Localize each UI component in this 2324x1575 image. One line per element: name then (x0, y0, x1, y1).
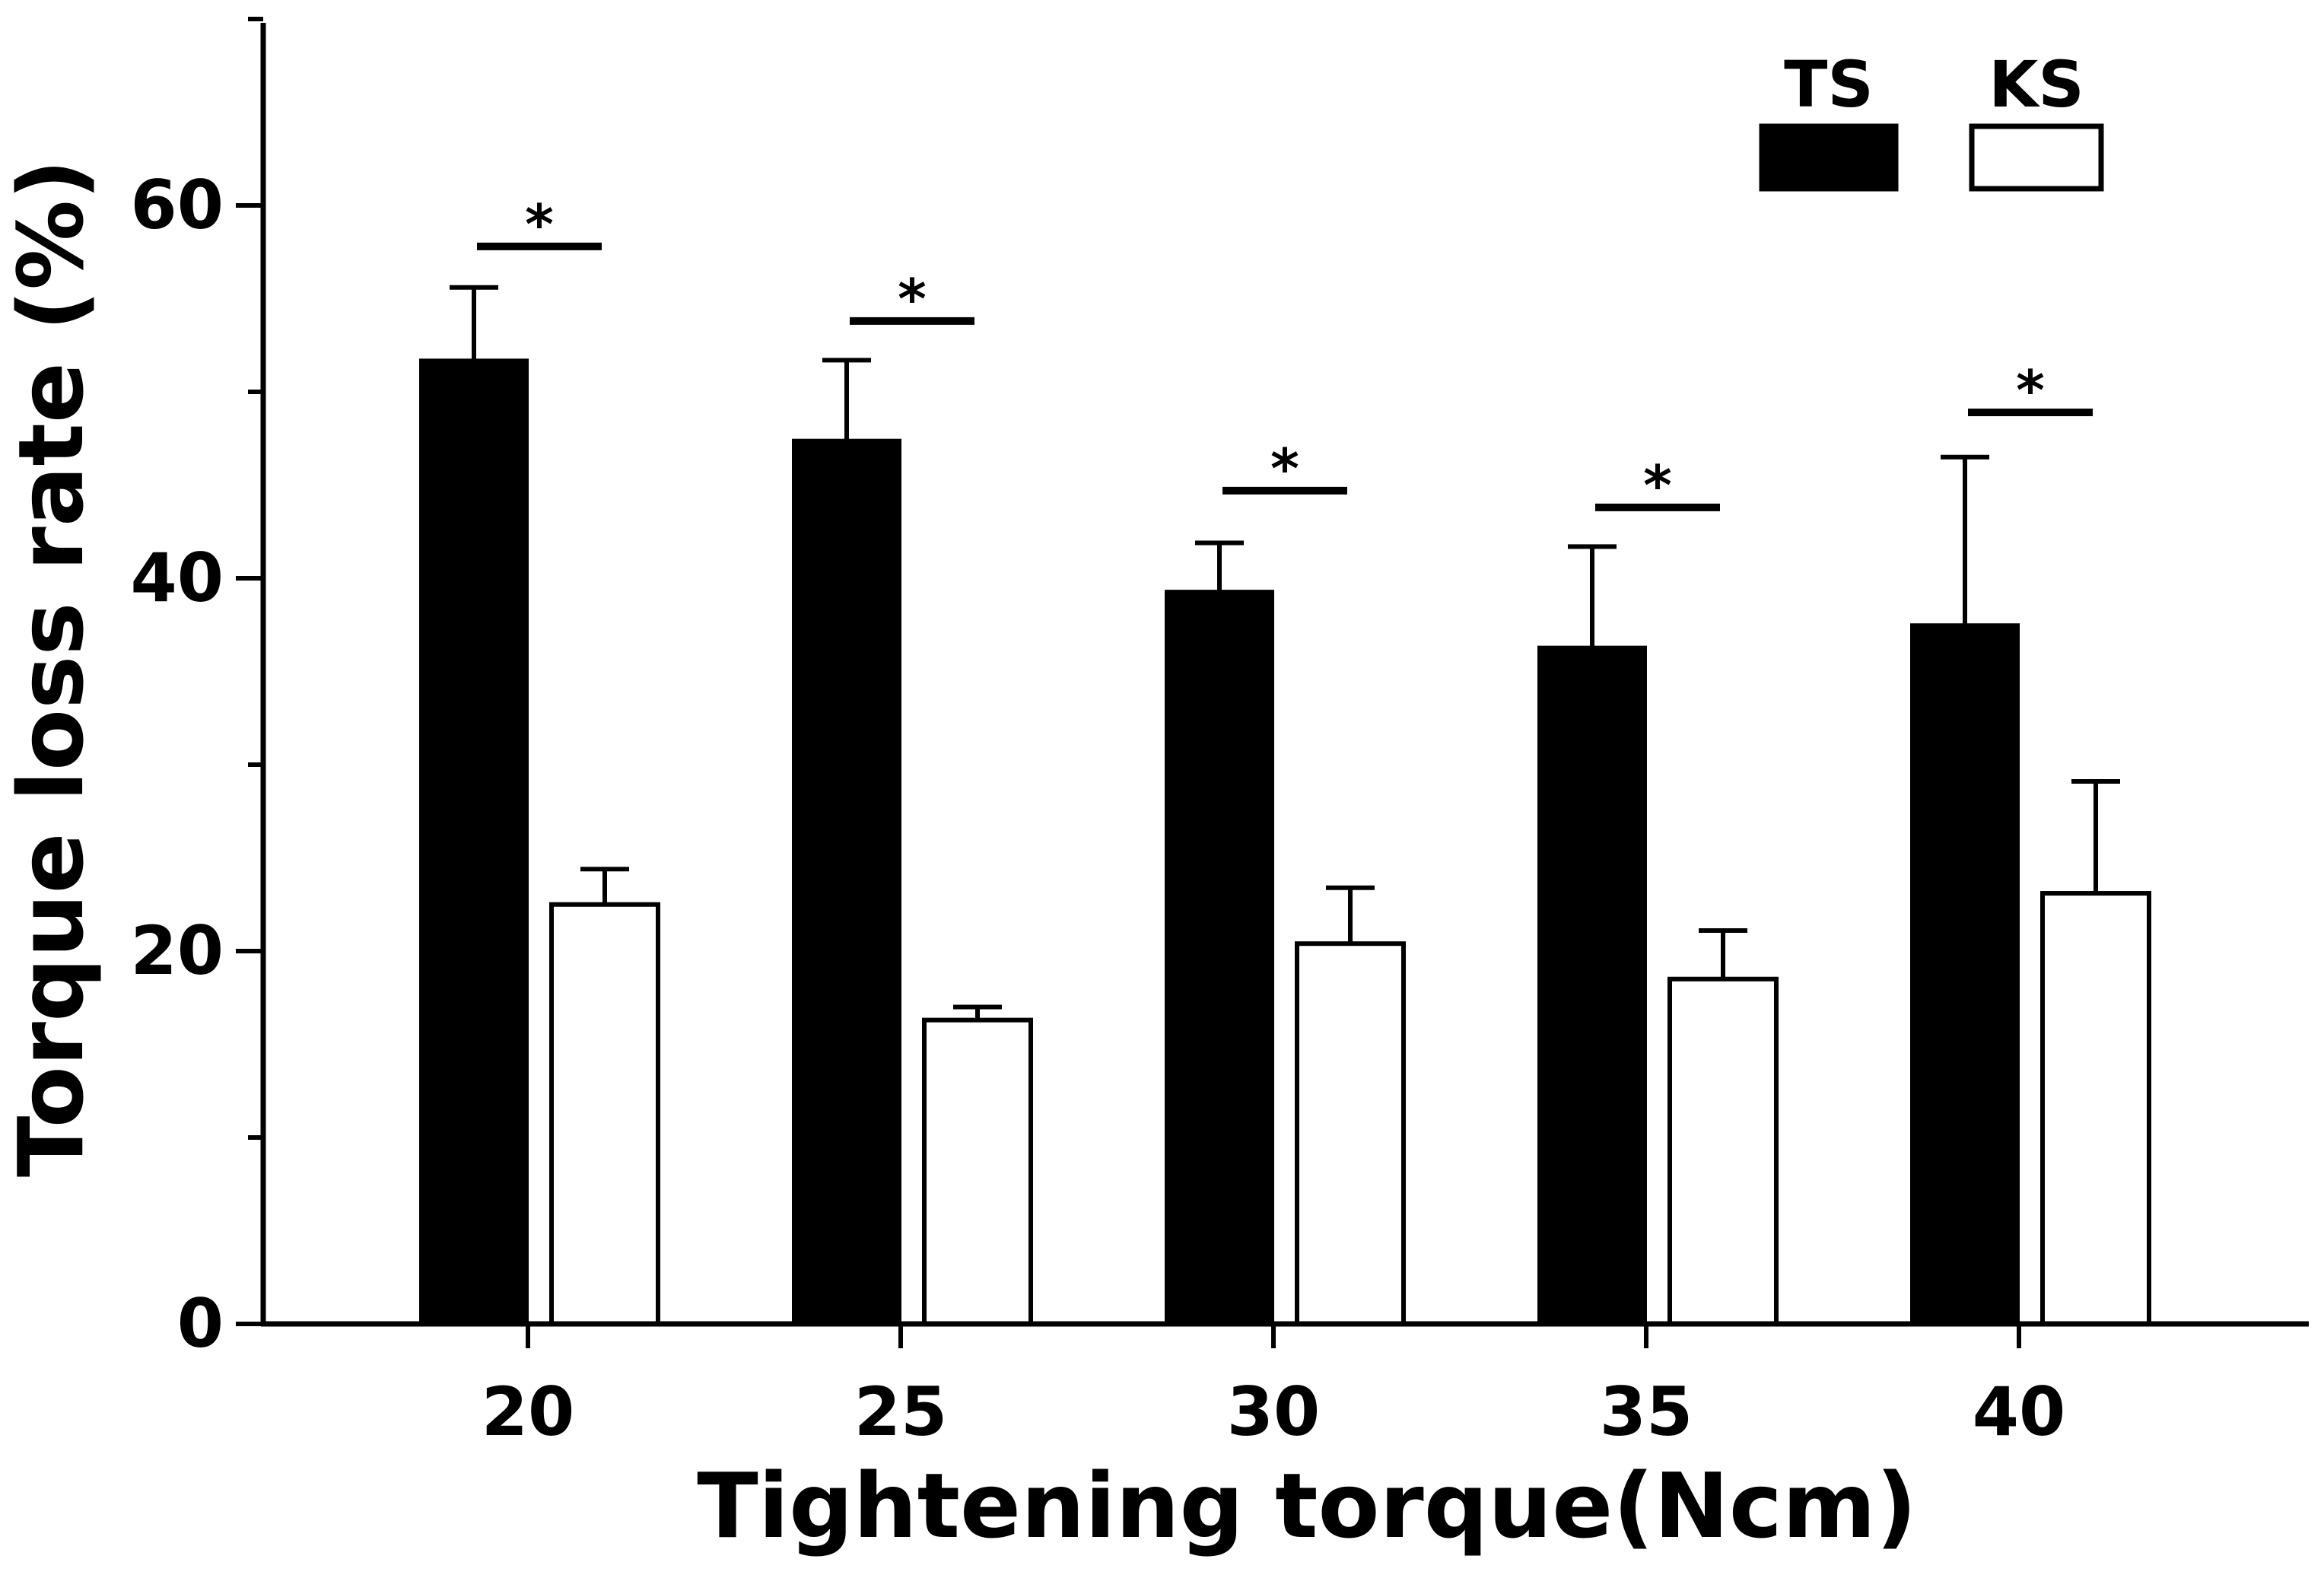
legend-swatch-ts (1759, 123, 1899, 192)
bar-ks-30 (1295, 941, 1406, 1326)
bars-layer (419, 358, 2151, 1327)
x-axis-label: Tightening torque(Ncm) (697, 1453, 1917, 1558)
axes-layer: 0 20 40 60 20 25 30 35 40 (131, 17, 2309, 1451)
bar-ts-25 (792, 438, 901, 1326)
bar-ts-35 (1537, 645, 1647, 1325)
legend-label-ks: KS (1989, 47, 2084, 122)
y-tick-label-60: 60 (131, 166, 224, 244)
bar-ts-30 (1165, 590, 1274, 1325)
y-tick-label-0: 0 (177, 1284, 224, 1363)
error-bars-layer (450, 285, 2120, 1020)
x-tick-label-30: 30 (1227, 1373, 1320, 1451)
bar-ks-35 (1667, 976, 1779, 1326)
y-tick-label-20: 20 (131, 912, 224, 990)
y-tick-label-40: 40 (131, 539, 224, 617)
x-tick-label-20: 20 (482, 1373, 574, 1451)
x-tick-label-40: 40 (1973, 1373, 2065, 1451)
bar-ks-20 (549, 902, 660, 1326)
legend-swatch-ks (1969, 123, 2104, 192)
significance-marker-20: * (525, 192, 554, 256)
significance-marker-25: * (898, 267, 927, 331)
significance-marker-35: * (1643, 453, 1672, 517)
bar-ks-25 (922, 1017, 1033, 1327)
bar-ts-40 (1910, 623, 2020, 1325)
legend: TS KS (1759, 47, 2104, 192)
x-tick-label-35: 35 (1600, 1373, 1693, 1451)
bar-ks-40 (2040, 891, 2151, 1327)
significance-marker-40: * (2016, 358, 2045, 422)
bar-ts-20 (419, 358, 529, 1326)
legend-label-ts: TS (1784, 47, 1874, 122)
y-axis-label: Torque loss rate (%) (0, 159, 103, 1177)
x-tick-label-25: 25 (854, 1373, 947, 1451)
significance-layer: * * * * * (477, 192, 2093, 517)
significance-marker-30: * (1270, 437, 1299, 501)
